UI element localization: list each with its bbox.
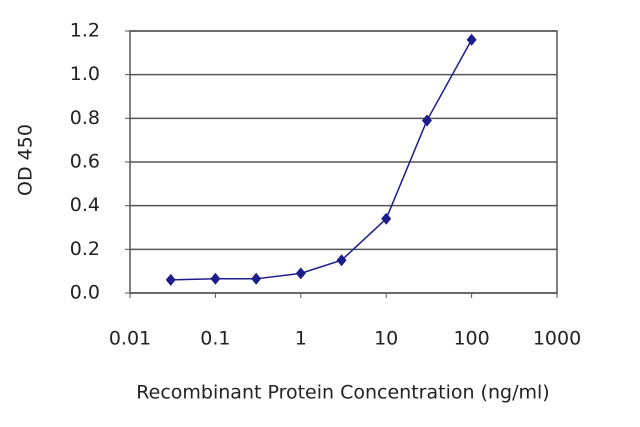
data-point xyxy=(336,254,347,267)
data-point xyxy=(421,114,432,127)
x-tick-label: 0.01 xyxy=(109,328,151,350)
y-tick-label: 0.0 xyxy=(70,282,100,304)
y-tick-label: 0.8 xyxy=(70,107,100,129)
x-tick-label: 1 xyxy=(295,328,307,350)
data-point xyxy=(210,272,221,285)
data-point xyxy=(466,33,477,46)
y-axis-title: OD 450 xyxy=(15,124,37,196)
y-tick-label: 1.0 xyxy=(70,63,100,85)
data-line xyxy=(170,39,473,281)
y-tick-label: 0.6 xyxy=(70,151,100,173)
y-tick-label: 0.2 xyxy=(70,238,100,260)
x-tick-label: 10 xyxy=(374,328,398,350)
y-tick-label: 0.4 xyxy=(70,194,100,216)
x-axis-title: Recombinant Protein Concentration (ng/ml… xyxy=(136,382,549,404)
x-tick-label: 0.1 xyxy=(200,328,230,350)
data-point xyxy=(295,267,306,280)
x-tick-label: 100 xyxy=(453,328,489,350)
data-point xyxy=(381,212,392,225)
y-tick-label: 1.2 xyxy=(70,20,100,42)
x-tick-label: 1000 xyxy=(533,328,581,350)
data-point xyxy=(165,273,176,286)
data-point xyxy=(251,272,262,285)
